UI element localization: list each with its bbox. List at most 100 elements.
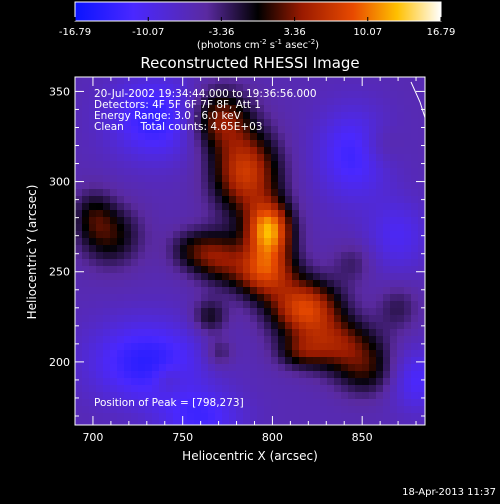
heatmap-cell — [110, 406, 118, 414]
heatmap-cell — [341, 301, 349, 309]
heatmap-cell — [75, 266, 83, 274]
heatmap-cell — [194, 245, 202, 253]
heatmap-cell — [376, 105, 384, 113]
heatmap-cell — [75, 203, 83, 211]
heatmap-cell — [320, 252, 328, 260]
heatmap-cell — [292, 203, 300, 211]
heatmap-cell — [271, 196, 279, 204]
heatmap-cell — [341, 266, 349, 274]
heatmap-cell — [194, 322, 202, 330]
heatmap-cell — [278, 161, 286, 169]
heatmap-cell — [222, 315, 230, 323]
heatmap-cell — [82, 357, 90, 365]
heatmap-cell — [229, 84, 237, 92]
heatmap-cell — [313, 378, 321, 386]
heatmap-cell — [376, 91, 384, 99]
heatmap-cell — [411, 399, 419, 407]
heatmap-cell — [292, 280, 300, 288]
heatmap-cell — [292, 406, 300, 414]
heatmap-cell — [82, 350, 90, 358]
heatmap-cell — [264, 112, 272, 120]
x-axis-label: Heliocentric X (arcsec) — [182, 449, 318, 463]
heatmap-cell — [320, 77, 328, 85]
heatmap-cell — [131, 210, 139, 218]
heatmap-cell — [208, 98, 216, 106]
heatmap-cell — [327, 147, 335, 155]
heatmap-cell — [257, 84, 265, 92]
heatmap-cell — [278, 112, 286, 120]
heatmap-cell — [159, 182, 167, 190]
heatmap-cell — [404, 413, 412, 421]
heatmap-cell — [103, 308, 111, 316]
heatmap-cell — [222, 203, 230, 211]
heatmap-cell — [187, 315, 195, 323]
heatmap-cell — [166, 98, 174, 106]
heatmap-cell — [376, 119, 384, 127]
heatmap-cell — [327, 245, 335, 253]
heatmap-cell — [229, 294, 237, 302]
heatmap-cell — [390, 168, 398, 176]
heatmap-cell — [369, 392, 377, 400]
heatmap-cell — [138, 252, 146, 260]
heatmap-cell — [208, 350, 216, 358]
heatmap-cell — [166, 357, 174, 365]
heatmap-cell — [383, 399, 391, 407]
heatmap-cell — [348, 357, 356, 365]
heatmap-cell — [334, 189, 342, 197]
heatmap-cell — [285, 189, 293, 197]
heatmap-cell — [369, 84, 377, 92]
heatmap-cell — [82, 140, 90, 148]
heatmap-cell — [320, 322, 328, 330]
heatmap-cell — [131, 266, 139, 274]
heatmap-cell — [278, 273, 286, 281]
heatmap-cell — [369, 140, 377, 148]
heatmap-cell — [222, 245, 230, 253]
heatmap-cell — [271, 140, 279, 148]
heatmap-cell — [390, 91, 398, 99]
heatmap-cell — [306, 238, 314, 246]
heatmap-cell — [229, 287, 237, 295]
heatmap-cell — [264, 119, 272, 127]
heatmap-cell — [131, 238, 139, 246]
heatmap-cell — [194, 301, 202, 309]
heatmap-cell — [145, 280, 153, 288]
heatmap-cell — [292, 140, 300, 148]
heatmap-cell — [264, 308, 272, 316]
heatmap-cell — [89, 112, 97, 120]
heatmap-cell — [250, 105, 258, 113]
heatmap-cell — [208, 378, 216, 386]
heatmap-cell — [96, 203, 104, 211]
heatmap-cell — [369, 385, 377, 393]
heatmap-cell — [411, 105, 419, 113]
heatmap-cell — [138, 315, 146, 323]
heatmap-cell — [103, 91, 111, 99]
heatmap-cell — [201, 329, 209, 337]
heatmap-cell — [187, 301, 195, 309]
heatmap-cell — [418, 210, 425, 218]
heatmap-cell — [285, 371, 293, 379]
heatmap-cell — [194, 203, 202, 211]
heatmap-cell — [348, 308, 356, 316]
heatmap-cell — [257, 357, 265, 365]
heatmap-cell — [411, 245, 419, 253]
heatmap-cell — [243, 259, 251, 267]
heatmap-cell — [320, 266, 328, 274]
heatmap-cell — [110, 147, 118, 155]
heatmap-cell — [82, 371, 90, 379]
heatmap-cell — [369, 308, 377, 316]
heatmap-cell — [278, 189, 286, 197]
heatmap-cell — [362, 301, 370, 309]
heatmap-cell — [159, 154, 167, 162]
heatmap-cell — [257, 399, 265, 407]
heatmap-cell — [334, 175, 342, 183]
heatmap-cell — [75, 161, 83, 169]
heatmap-cell — [327, 406, 335, 414]
heatmap-cell — [362, 308, 370, 316]
heatmap-cell — [215, 126, 223, 134]
heatmap-cell — [285, 252, 293, 260]
heatmap-cell — [264, 315, 272, 323]
heatmap-cell — [89, 133, 97, 141]
heatmap-cell — [390, 301, 398, 309]
heatmap-cell — [397, 287, 405, 295]
heatmap-cell — [299, 189, 307, 197]
